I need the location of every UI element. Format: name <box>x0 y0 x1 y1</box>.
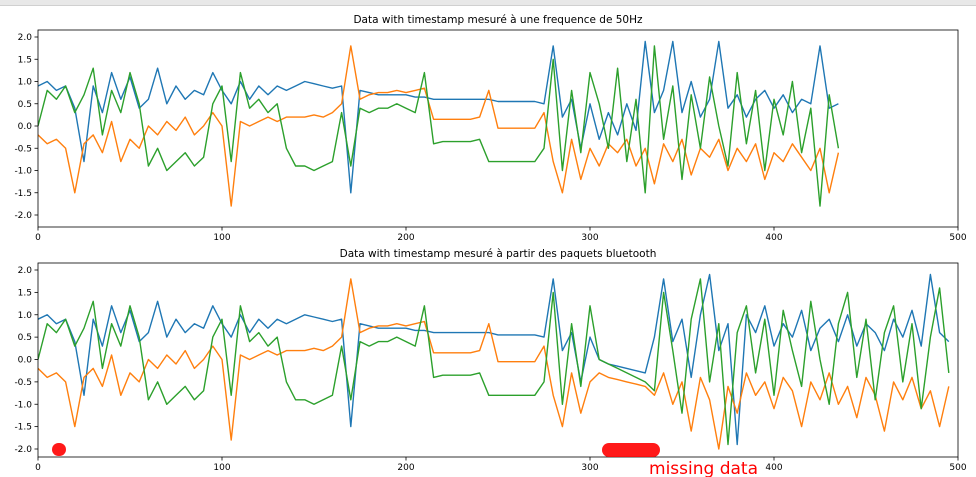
y-tick-label: -1.5 <box>14 423 32 433</box>
y-tick-label: -2.0 <box>14 211 32 221</box>
x-tick-label: 500 <box>949 233 966 243</box>
y-tick-label: 0.0 <box>18 356 33 366</box>
y-tick-label: -1.0 <box>14 400 32 410</box>
y-tick-label: 0.5 <box>18 333 32 343</box>
x-tick-label: 400 <box>765 463 782 473</box>
x-tick-label: 100 <box>213 233 230 243</box>
missing-data-marker-2 <box>602 443 660 457</box>
axes-frame <box>37 29 959 228</box>
window-top-bar <box>0 0 976 6</box>
chart-title-top: Data with timestamp mesuré à une frequen… <box>353 14 643 26</box>
y-tick-label: 1.5 <box>18 288 32 298</box>
x-tick-label: 300 <box>581 463 598 473</box>
x-tick-label: 400 <box>765 233 782 243</box>
y-tick-label: -0.5 <box>14 378 32 388</box>
series-line-3 <box>38 278 950 446</box>
y-tick-label: 1.0 <box>18 78 33 88</box>
x-tick-label: 500 <box>949 463 966 473</box>
y-tick-label: 0.5 <box>18 100 32 110</box>
axes-top: 0 100 200 300 400 500 2.0 1.5 1.0 0.5 0.0 -0.5 -1.0 -… <box>14 29 967 243</box>
series-line-1 <box>38 273 950 446</box>
y-tick-label: -2.0 <box>14 445 32 455</box>
missing-data-annotation: missing data <box>649 459 758 477</box>
x-tick-label: 300 <box>581 233 598 243</box>
missing-data-markers <box>52 443 660 457</box>
series-line-2 <box>38 278 950 450</box>
y-tick-label: 2.0 <box>18 266 33 276</box>
x-tick-label: 200 <box>397 463 414 473</box>
y-tick-label: -1.5 <box>14 189 32 199</box>
y-tick-label: 1.0 <box>18 311 33 321</box>
series-line-1 <box>38 40 839 194</box>
series-line-3 <box>38 45 840 207</box>
y-tick-label: -0.5 <box>14 144 32 154</box>
series-line-2 <box>38 45 840 207</box>
x-tick-label: 100 <box>213 463 230 473</box>
axes-frame <box>37 262 959 458</box>
missing-data-marker-1 <box>52 443 66 456</box>
y-tick-label: 0.0 <box>18 122 33 132</box>
chart-title-bottom: Data with timestamp mesuré à partir des … <box>340 248 657 260</box>
x-tick-label: 0 <box>35 233 41 243</box>
x-tick-label: 200 <box>397 233 414 243</box>
y-tick-label: 2.0 <box>18 33 33 43</box>
axes-bottom: 0 100 200 300 400 500 2.0 1.5 1.0 0.5 0.0 -0.5 -1.0 -… <box>14 262 967 473</box>
y-tick-label: 1.5 <box>18 55 32 65</box>
y-tick-label: -1.0 <box>14 167 32 177</box>
x-tick-label: 0 <box>35 463 41 473</box>
